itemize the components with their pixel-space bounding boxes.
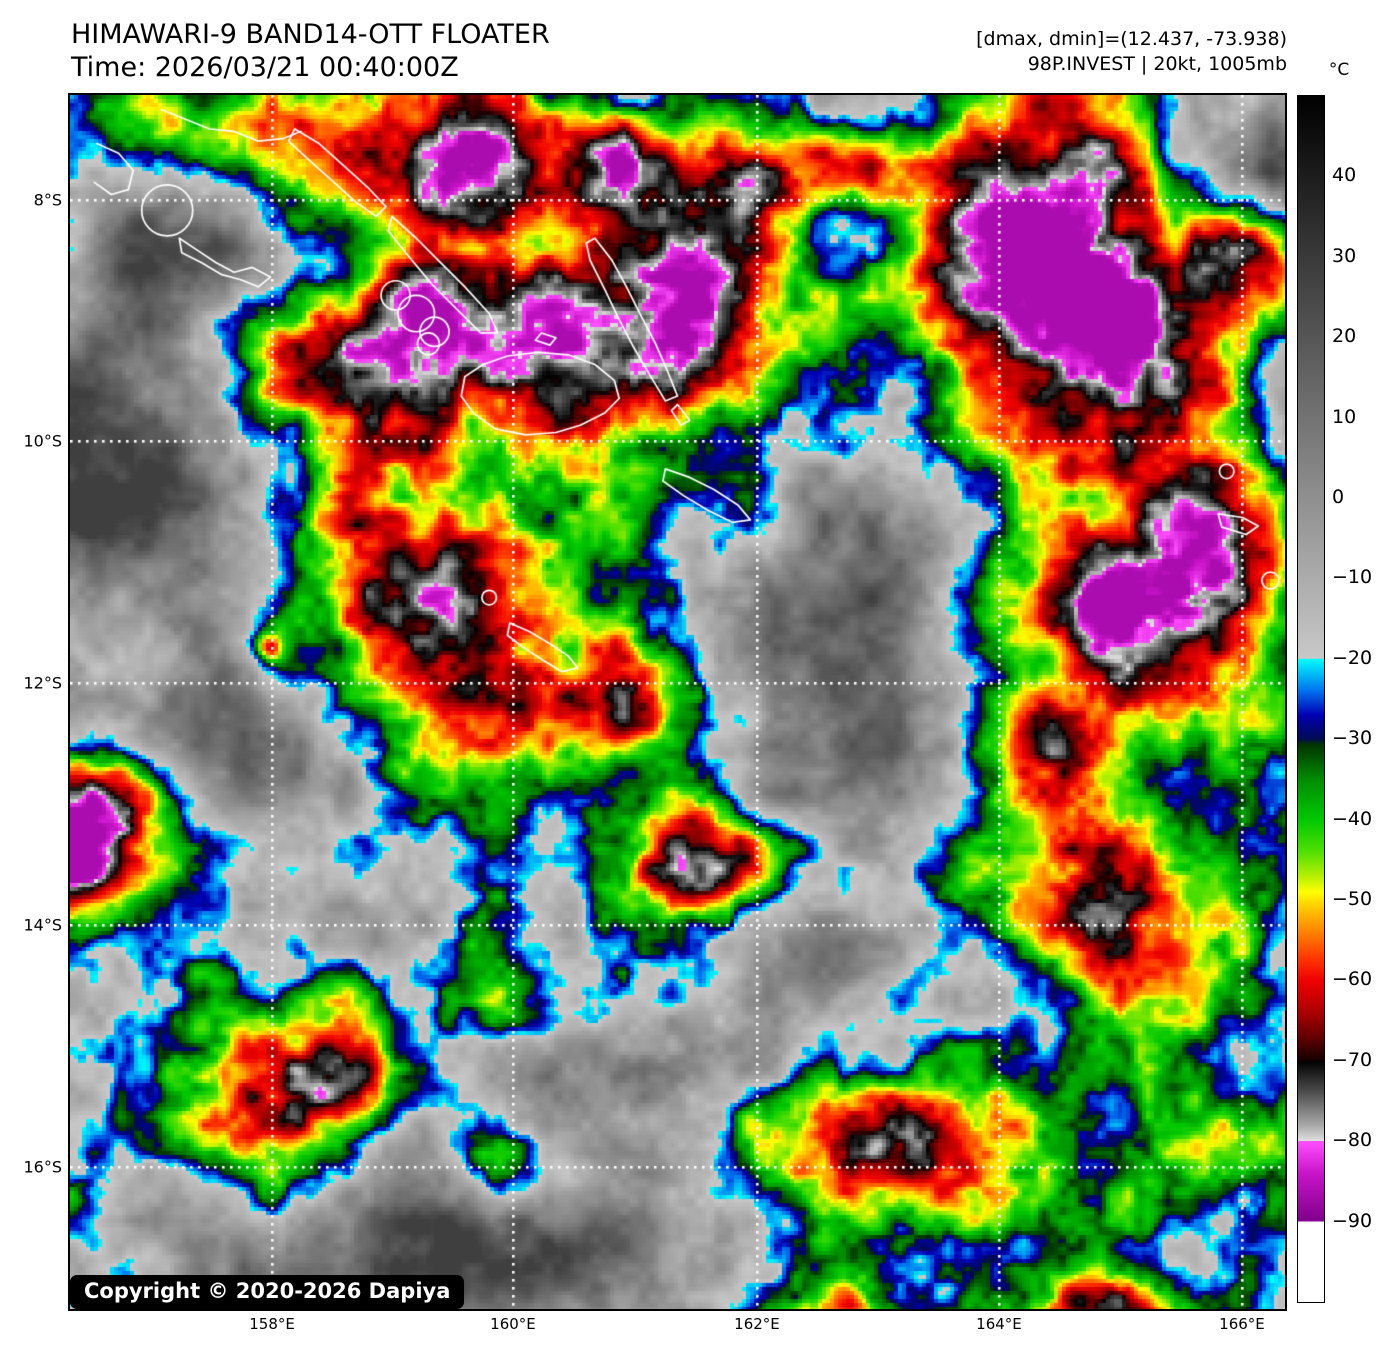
colorbar-tick-label: 20 bbox=[1332, 325, 1357, 348]
colorbar-ticks: 40 30 20 10 0 −10 −20 −30 −40 −50 −60 −70 −80 −90 bbox=[1332, 95, 1386, 1301]
colorbar-tick-label: 10 bbox=[1332, 405, 1357, 428]
lon-tick-label: 164°E bbox=[976, 1315, 1022, 1333]
lat-tick-label: 12°S bbox=[23, 673, 62, 693]
dmax-dmin-readout: [dmax, dmin]=(12.437, -73.938) bbox=[976, 28, 1287, 50]
meta-block: [dmax, dmin]=(12.437, -73.938) 98P.INVES… bbox=[976, 27, 1287, 77]
copyright-badge: Copyright © 2020-2026 Dapiya bbox=[70, 1275, 465, 1309]
lat-tick-label: 8°S bbox=[33, 190, 62, 210]
storm-info-readout: 98P.INVEST | 20kt, 1005mb bbox=[1027, 53, 1287, 75]
lat-tick-label: 14°S bbox=[23, 915, 62, 935]
timestamp: Time: 2026/03/21 00:40:00Z bbox=[71, 52, 459, 83]
colorbar-tick-label: 0 bbox=[1332, 486, 1345, 508]
page-title: HIMAWARI-9 BAND14-OTT FLOATER bbox=[71, 19, 550, 50]
colorbar-tick-label: −80 bbox=[1332, 1129, 1373, 1152]
colorbar-tick-label: −10 bbox=[1332, 566, 1373, 589]
lon-tick-label: 162°E bbox=[734, 1315, 780, 1333]
colorbar-gradient bbox=[1297, 95, 1325, 1303]
lon-tick-label: 160°E bbox=[490, 1315, 536, 1333]
lon-tick-label: 158°E bbox=[249, 1315, 295, 1333]
colorbar-tick-label: 40 bbox=[1332, 164, 1357, 187]
colorbar-tick-label: 30 bbox=[1332, 244, 1357, 267]
lat-tick-label: 10°S bbox=[23, 431, 62, 451]
colorbar-tick-label: −30 bbox=[1332, 727, 1373, 750]
satellite-image-canvas bbox=[70, 95, 1285, 1309]
lat-tick-label: 16°S bbox=[23, 1157, 62, 1177]
colorbar-tick-label: −50 bbox=[1332, 888, 1373, 910]
header-block: HIMAWARI-9 BAND14-OTT FLOATER Time: 2026… bbox=[71, 18, 550, 84]
lon-tick-label: 166°E bbox=[1219, 1315, 1265, 1333]
colorbar-tick-label: −60 bbox=[1332, 968, 1373, 991]
colorbar-tick-label: −20 bbox=[1332, 646, 1373, 669]
satellite-map bbox=[68, 93, 1287, 1311]
colorbar-tick-label: −90 bbox=[1332, 1209, 1373, 1232]
colorbar-tick-label: −70 bbox=[1332, 1048, 1373, 1071]
colorbar-unit-label: °C bbox=[1328, 60, 1350, 80]
colorbar-tick-label: −40 bbox=[1332, 807, 1373, 830]
